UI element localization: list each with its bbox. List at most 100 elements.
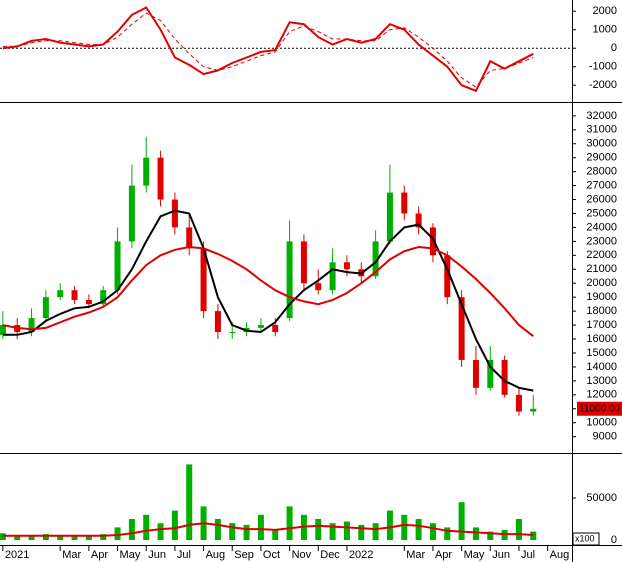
unit-label: x100 bbox=[575, 533, 595, 543]
y-tick-label: 29000 bbox=[586, 152, 617, 164]
candle-body bbox=[487, 359, 494, 388]
volume-bar bbox=[386, 510, 393, 540]
candle-body bbox=[415, 213, 422, 228]
x-tick-label: Jun bbox=[148, 549, 166, 561]
candle-body bbox=[401, 192, 408, 214]
x-tick-label: Jul bbox=[521, 549, 535, 561]
x-tick-label: May bbox=[120, 549, 141, 561]
y-tick-label: 16000 bbox=[586, 333, 617, 345]
line-series bbox=[2, 245, 534, 337]
line-series bbox=[2, 12, 534, 88]
x-tick-label: Mar bbox=[62, 549, 81, 561]
x-tick-label: Sep bbox=[234, 549, 254, 561]
volume-bar bbox=[85, 534, 92, 540]
candle-body bbox=[472, 359, 479, 388]
volume-bar bbox=[487, 531, 494, 540]
candle-body bbox=[286, 241, 293, 319]
x-tick-label: May bbox=[464, 549, 485, 561]
candle-body bbox=[530, 408, 537, 412]
volume-bar bbox=[128, 519, 135, 540]
line-series bbox=[2, 6, 534, 93]
candle-body bbox=[100, 290, 107, 305]
y-tick-label: 9000 bbox=[593, 431, 617, 443]
candle-body bbox=[71, 290, 78, 300]
y-tick-label: 50000 bbox=[586, 492, 617, 504]
x-tick-label: 2022 bbox=[349, 549, 373, 561]
y-tick-label: 17000 bbox=[586, 319, 617, 331]
volume-bar bbox=[257, 514, 264, 540]
x-tick-label: Dec bbox=[320, 549, 340, 561]
candle-body bbox=[343, 262, 350, 270]
y-tick-label: 26000 bbox=[586, 193, 617, 205]
last-price-label: 11000.00 bbox=[579, 403, 620, 414]
volume-bar bbox=[100, 534, 107, 540]
candle-body bbox=[444, 255, 451, 298]
candle-body bbox=[372, 241, 379, 277]
y-tick-label: 10000 bbox=[586, 417, 617, 429]
y-tick-label: 18000 bbox=[586, 305, 617, 317]
y-tick-label: 25000 bbox=[586, 207, 617, 219]
volume-bar bbox=[71, 535, 78, 540]
volume-bar bbox=[429, 523, 436, 540]
volume-bar bbox=[28, 535, 35, 540]
volume-bar bbox=[530, 531, 537, 540]
y-tick-label: 14000 bbox=[586, 361, 617, 373]
y-tick-label: 21000 bbox=[586, 263, 617, 275]
last-price-box bbox=[577, 401, 622, 416]
candle-body bbox=[214, 311, 221, 333]
volume-bar bbox=[315, 519, 322, 540]
y-tick-label: 24000 bbox=[586, 221, 617, 233]
y-tick-label: 27000 bbox=[586, 180, 617, 192]
candle-body bbox=[429, 227, 436, 256]
volume-bar bbox=[229, 523, 236, 540]
candle-body bbox=[386, 192, 393, 242]
candle-body bbox=[458, 297, 465, 360]
y-tick-label: 13000 bbox=[586, 375, 617, 387]
candle-body bbox=[85, 299, 92, 305]
volume-bar bbox=[444, 527, 451, 540]
x-tick-label: Oct bbox=[263, 549, 280, 561]
y-tick-label: 19000 bbox=[586, 291, 617, 303]
x-tick-label: Jul bbox=[177, 549, 191, 561]
candle-body bbox=[186, 227, 193, 249]
volume-bar bbox=[42, 534, 49, 540]
y-tick-label: 15000 bbox=[586, 347, 617, 359]
volume-bar bbox=[243, 524, 250, 540]
y-tick-label: 28000 bbox=[586, 166, 617, 178]
x-tick-label: Aug bbox=[550, 549, 570, 561]
volume-bar bbox=[143, 514, 150, 540]
candle-body bbox=[300, 241, 307, 284]
candle-body bbox=[128, 185, 135, 242]
x-tick-label: 2021 bbox=[5, 549, 29, 561]
volume-bar bbox=[329, 523, 336, 540]
candle-body bbox=[171, 199, 178, 228]
candle-body bbox=[315, 283, 322, 291]
x-tick-label: Mar bbox=[406, 549, 425, 561]
volume-bar bbox=[186, 464, 193, 540]
volume-bar bbox=[401, 514, 408, 540]
volume-bar bbox=[472, 527, 479, 540]
candle-body bbox=[229, 332, 236, 334]
y-tick-label: 30000 bbox=[586, 138, 617, 150]
volume-bar bbox=[372, 523, 379, 540]
volume-bar bbox=[171, 510, 178, 540]
volume-bar bbox=[458, 502, 465, 540]
volume-bar bbox=[114, 527, 121, 540]
volume-bar bbox=[214, 519, 221, 540]
y-tick-label: -2000 bbox=[589, 79, 617, 91]
volume-bar bbox=[515, 519, 522, 540]
candle-body bbox=[143, 157, 150, 186]
candle-body bbox=[329, 262, 336, 291]
candle-body bbox=[515, 394, 522, 412]
y-tick-label: 12000 bbox=[586, 389, 617, 401]
line-series bbox=[2, 209, 534, 392]
candle-body bbox=[57, 290, 64, 298]
volume-bar bbox=[272, 529, 279, 540]
candle-body bbox=[272, 325, 279, 333]
volume-bar bbox=[343, 521, 350, 540]
x-tick-label: Nov bbox=[292, 549, 312, 561]
candle-body bbox=[200, 248, 207, 312]
y-tick-label: -1000 bbox=[589, 61, 617, 73]
